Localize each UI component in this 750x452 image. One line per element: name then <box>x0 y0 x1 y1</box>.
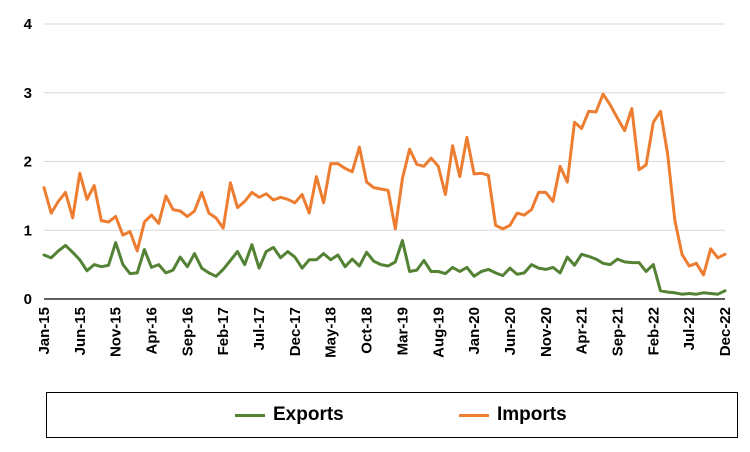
gridlines <box>44 23 725 231</box>
x-tick-label: Oct-18 <box>359 307 376 354</box>
x-tick-label: Jan-20 <box>466 307 483 355</box>
x-tick-label: Apr-21 <box>574 307 591 355</box>
legend-item-imports: Imports <box>459 393 567 437</box>
series-line-exports <box>42 239 727 296</box>
x-tick-label: Dec-17 <box>287 307 304 356</box>
x-tick-label: Nov-15 <box>108 307 125 357</box>
x-tick-label: Jun-15 <box>72 307 89 355</box>
legend-item-exports: Exports <box>235 393 344 437</box>
x-tick-label: Jun-20 <box>502 307 519 355</box>
y-axis-ticks: 0 1 2 3 4 <box>24 16 33 308</box>
x-tick-label: Sep-21 <box>609 307 626 356</box>
legend-label-imports: Imports <box>497 404 567 425</box>
x-axis-ticks: Jan-15 Jun-15 Nov-15 Apr-16 Sep-16 Feb-17 Jul-… <box>36 307 734 358</box>
y-tick-label: 2 <box>24 154 32 171</box>
x-tick-label: Jul-22 <box>681 307 698 350</box>
series-line-imports <box>42 92 727 277</box>
y-tick-label: 3 <box>24 85 32 102</box>
x-tick-label: Aug-19 <box>430 307 447 358</box>
x-tick-label: Mar-19 <box>394 307 411 355</box>
x-tick-label: Sep-16 <box>179 307 196 356</box>
legend-label-exports: Exports <box>273 404 344 425</box>
line-chart: 0 1 2 3 4 Jan-15 Jun-15 Nov-15 Apr-16 Sep-16 Feb-… <box>24 16 734 358</box>
x-tick-label: Nov-20 <box>538 307 555 357</box>
legend: Exports Imports <box>46 392 738 438</box>
legend-swatch-exports <box>235 413 265 417</box>
x-tick-label: Feb-17 <box>215 307 232 355</box>
x-tick-label: May-18 <box>323 307 340 358</box>
x-tick-label: Feb-22 <box>645 307 662 355</box>
y-tick-label: 1 <box>24 222 32 239</box>
x-tick-label: Jan-15 <box>36 307 53 355</box>
x-tick-label: Jul-17 <box>251 307 268 350</box>
x-tick-label: Apr-16 <box>144 307 161 355</box>
x-tick-label: Dec-22 <box>717 307 734 356</box>
y-tick-label: 0 <box>24 291 32 308</box>
legend-swatch-imports <box>459 413 489 417</box>
y-tick-label: 4 <box>24 16 33 33</box>
series-lines <box>42 92 727 296</box>
